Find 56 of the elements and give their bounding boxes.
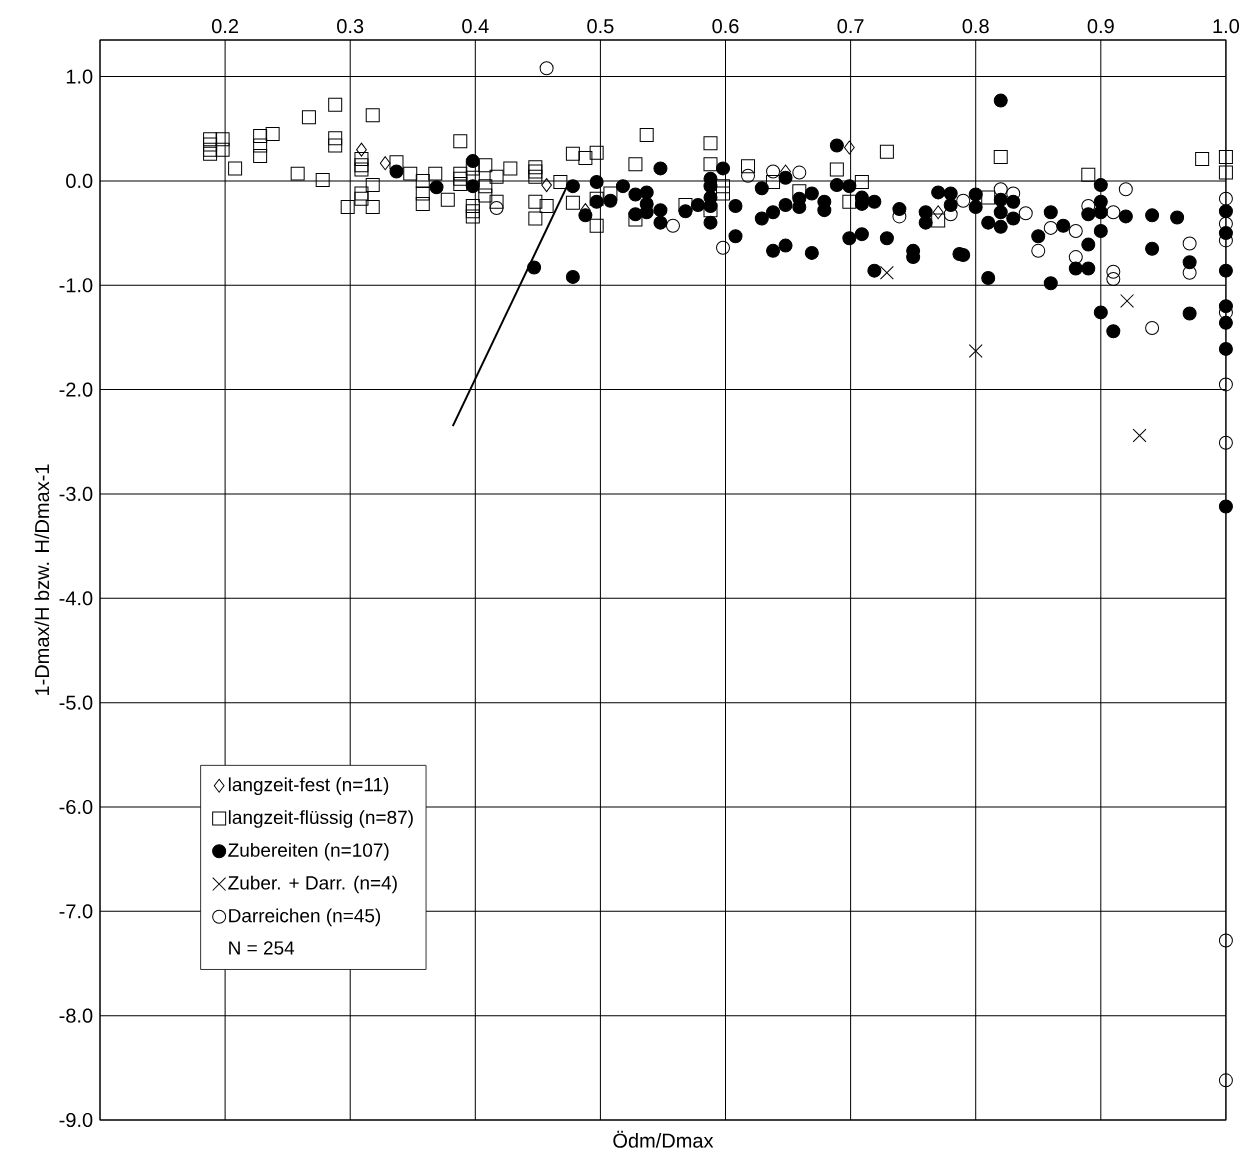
- legend-label: Zubereiten (n=107): [228, 842, 389, 861]
- point: [1018, 206, 1033, 221]
- x-axis-title: Ödm/Dmax: [613, 1130, 714, 1148]
- x-tick-label: 0.9: [1087, 19, 1114, 34]
- legend-label: Zuber. + Darr. (n=4): [228, 875, 397, 894]
- point: [1106, 272, 1121, 287]
- x-tick-label: 0.4: [462, 19, 489, 34]
- x-tick-label: 0.3: [337, 19, 364, 34]
- point: [1218, 377, 1233, 392]
- point: [539, 61, 554, 76]
- point: [1106, 264, 1121, 279]
- point: [1218, 191, 1233, 206]
- y-tick-label: -6.0: [59, 799, 93, 815]
- point: [541, 178, 552, 193]
- annotation: N = 254: [229, 941, 295, 955]
- y-tick-label: -3.0: [59, 486, 93, 502]
- point: [665, 218, 680, 233]
- point: [956, 193, 971, 208]
- y-tick-label: -4.0: [59, 591, 93, 606]
- y-tick-label: -9.0: [59, 1112, 93, 1128]
- x-tick-label: 1.0: [1213, 19, 1240, 34]
- y-tick-label: -1.0: [59, 278, 93, 293]
- y-tick-label: -7.0: [59, 904, 93, 919]
- x-tick-label: 0.8: [962, 19, 989, 34]
- y-tick-label: -2.0: [59, 382, 93, 397]
- point: [1118, 182, 1133, 197]
- point: [843, 140, 855, 155]
- y-tick-label: 0.0: [66, 173, 93, 188]
- y-tick-label: -8.0: [59, 1008, 93, 1023]
- x-tick-label: 0.5: [587, 19, 614, 34]
- point: [1068, 250, 1083, 265]
- legend-label: langzeit-flüssig (n=87): [228, 810, 413, 828]
- point: [1106, 205, 1121, 220]
- x-tick-label: 0.2: [211, 19, 238, 34]
- y-axis-title: 1-Dmax/H bzw. H/Dmax-1: [34, 464, 50, 696]
- legend-label: Darreichen (n=45): [229, 908, 381, 927]
- legend-label: langzeit-fest (n=11): [228, 777, 389, 796]
- x-tick-label: 0.7: [837, 19, 864, 34]
- point: [1145, 321, 1160, 336]
- point: [1218, 933, 1233, 948]
- point: [1218, 435, 1233, 450]
- point: [1132, 428, 1147, 443]
- point: [968, 344, 983, 358]
- point: [1068, 224, 1083, 239]
- point: [1120, 293, 1135, 308]
- point: [379, 156, 391, 171]
- point: [1031, 243, 1046, 258]
- point: [879, 265, 894, 280]
- y-tick-label: 1.0: [66, 69, 93, 84]
- point: [792, 165, 807, 180]
- y-tick-label: -5.0: [59, 695, 93, 710]
- x-tick-label: 0.6: [712, 19, 739, 34]
- point: [1182, 236, 1197, 251]
- point: [1218, 1073, 1233, 1088]
- point: [716, 240, 731, 255]
- point: [1043, 220, 1058, 235]
